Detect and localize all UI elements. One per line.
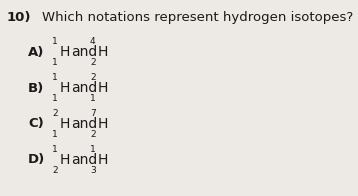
Text: and: and xyxy=(71,81,97,95)
Text: H: H xyxy=(60,153,71,167)
Text: Which notations represent hydrogen isotopes?: Which notations represent hydrogen isoto… xyxy=(42,11,353,24)
Text: H: H xyxy=(98,153,108,167)
Text: and: and xyxy=(71,153,97,167)
Text: H: H xyxy=(98,45,108,59)
Text: D): D) xyxy=(28,153,45,166)
Text: 1: 1 xyxy=(52,145,58,154)
Text: H: H xyxy=(98,117,108,131)
Text: and: and xyxy=(71,45,97,59)
Text: 2: 2 xyxy=(52,166,58,175)
Text: 1: 1 xyxy=(52,94,58,103)
Text: H: H xyxy=(98,81,108,95)
Text: 7: 7 xyxy=(90,109,96,118)
Text: A): A) xyxy=(28,45,44,58)
Text: 1: 1 xyxy=(52,73,58,82)
Text: and: and xyxy=(71,117,97,131)
Text: H: H xyxy=(60,81,71,95)
Text: 1: 1 xyxy=(52,130,58,139)
Text: B): B) xyxy=(28,82,44,94)
Text: 1: 1 xyxy=(90,145,96,154)
Text: C): C) xyxy=(28,117,44,131)
Text: H: H xyxy=(60,117,71,131)
Text: 3: 3 xyxy=(90,166,96,175)
Text: 2: 2 xyxy=(90,130,96,139)
Text: 1: 1 xyxy=(90,94,96,103)
Text: 10): 10) xyxy=(7,11,32,24)
Text: H: H xyxy=(60,45,71,59)
Text: 1: 1 xyxy=(52,58,58,67)
Text: 2: 2 xyxy=(90,73,96,82)
Text: 2: 2 xyxy=(90,58,96,67)
Text: 1: 1 xyxy=(52,37,58,46)
Text: 2: 2 xyxy=(52,109,58,118)
Text: 4: 4 xyxy=(90,37,96,46)
